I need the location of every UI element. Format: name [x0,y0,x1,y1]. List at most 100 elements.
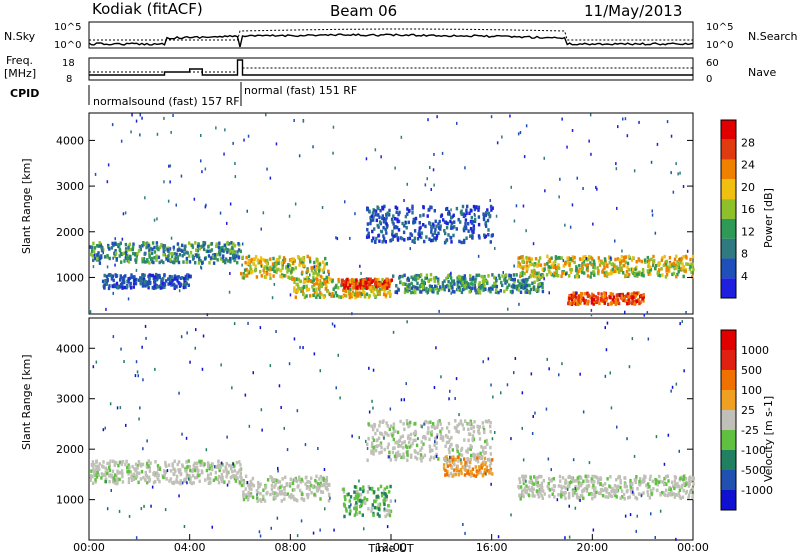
data-cell [672,262,675,266]
data-cell [628,272,631,277]
data-cell [580,264,584,268]
data-cell [626,299,629,303]
data-cell [474,474,478,478]
data-cell [470,229,474,233]
data-cell [152,276,155,280]
data-cell [673,486,676,491]
data-cell [546,262,549,266]
data-cell [277,261,280,265]
data-cell [229,251,232,255]
data-cell [429,455,433,459]
data-cell [430,205,433,210]
data-cell [140,469,144,474]
data-cell [288,494,291,499]
data-cell [628,299,631,303]
data-cell [398,276,401,280]
noise-cell [106,265,109,269]
data-cell [439,422,442,426]
data-cell [292,257,295,261]
noise-cell [323,468,326,471]
data-cell [592,302,595,306]
data-cell [348,512,352,516]
date-title: 11/May/2013 [584,2,682,20]
data-cell [124,462,127,467]
nave-label: Nave [748,66,776,79]
data-cell [411,239,414,243]
data-cell [402,445,405,450]
data-cell [627,496,630,500]
noise-cell [127,297,130,301]
noise-cell [663,462,666,466]
data-cell [530,257,533,261]
data-cell [113,463,116,468]
data-cell [316,488,320,493]
data-cell [450,221,454,225]
data-cell [224,260,227,265]
data-cell [147,459,150,463]
data-cell [398,453,402,457]
data-cell [240,476,243,480]
noise-cell [173,247,175,251]
data-cell [148,253,151,257]
data-cell [144,242,147,246]
data-cell [386,424,389,428]
noise-cell [186,481,188,485]
data-cell [462,276,466,280]
data-cell [540,474,543,479]
data-cell [450,284,454,288]
data-cell [145,258,149,262]
data-cell [446,469,449,474]
data-cell [392,429,396,433]
noise-cell [211,525,213,529]
data-cell [116,481,119,485]
data-cell [498,276,501,281]
data-cell [147,243,150,248]
data-cell [631,486,634,491]
noise-cell [543,277,545,281]
data-cell [131,464,134,469]
data-cell [288,276,292,280]
data-cell [471,467,475,471]
data-cell [682,482,686,486]
data-cell [376,512,380,516]
data-cell [139,477,143,481]
data-cell [449,285,452,289]
data-cell [397,228,401,232]
data-cell [180,472,183,476]
data-cell [281,266,284,270]
data-cell [183,252,186,256]
data-cell [406,458,409,462]
data-cell [465,449,468,453]
data-cell [410,290,413,295]
data-cell [410,281,413,286]
data-cell [389,424,393,428]
noise-cell [141,345,143,349]
data-cell [438,419,441,423]
data-cell [104,479,107,484]
noise-cell [224,128,226,132]
data-cell [434,275,438,280]
data-cell [442,466,446,471]
data-cell [227,242,231,246]
data-cell [433,236,436,240]
colorbar-tick-2: 20 [741,181,755,194]
data-cell [162,252,165,257]
data-cell [384,514,387,519]
data-cell [104,279,107,283]
noise-cell [559,177,561,181]
data-cell [574,268,578,273]
data-cell [373,209,376,213]
noise-cell [109,402,112,406]
data-cell [100,245,103,249]
noise-cell [609,371,611,375]
data-cell [222,469,225,473]
data-cell [467,447,470,451]
data-cell [146,259,149,264]
data-cell [101,473,105,478]
noise-cell [181,481,184,485]
data-cell [466,460,469,464]
noise-cell [686,249,689,253]
data-cell [487,233,490,237]
data-cell [176,248,180,252]
noise-cell [302,119,305,123]
